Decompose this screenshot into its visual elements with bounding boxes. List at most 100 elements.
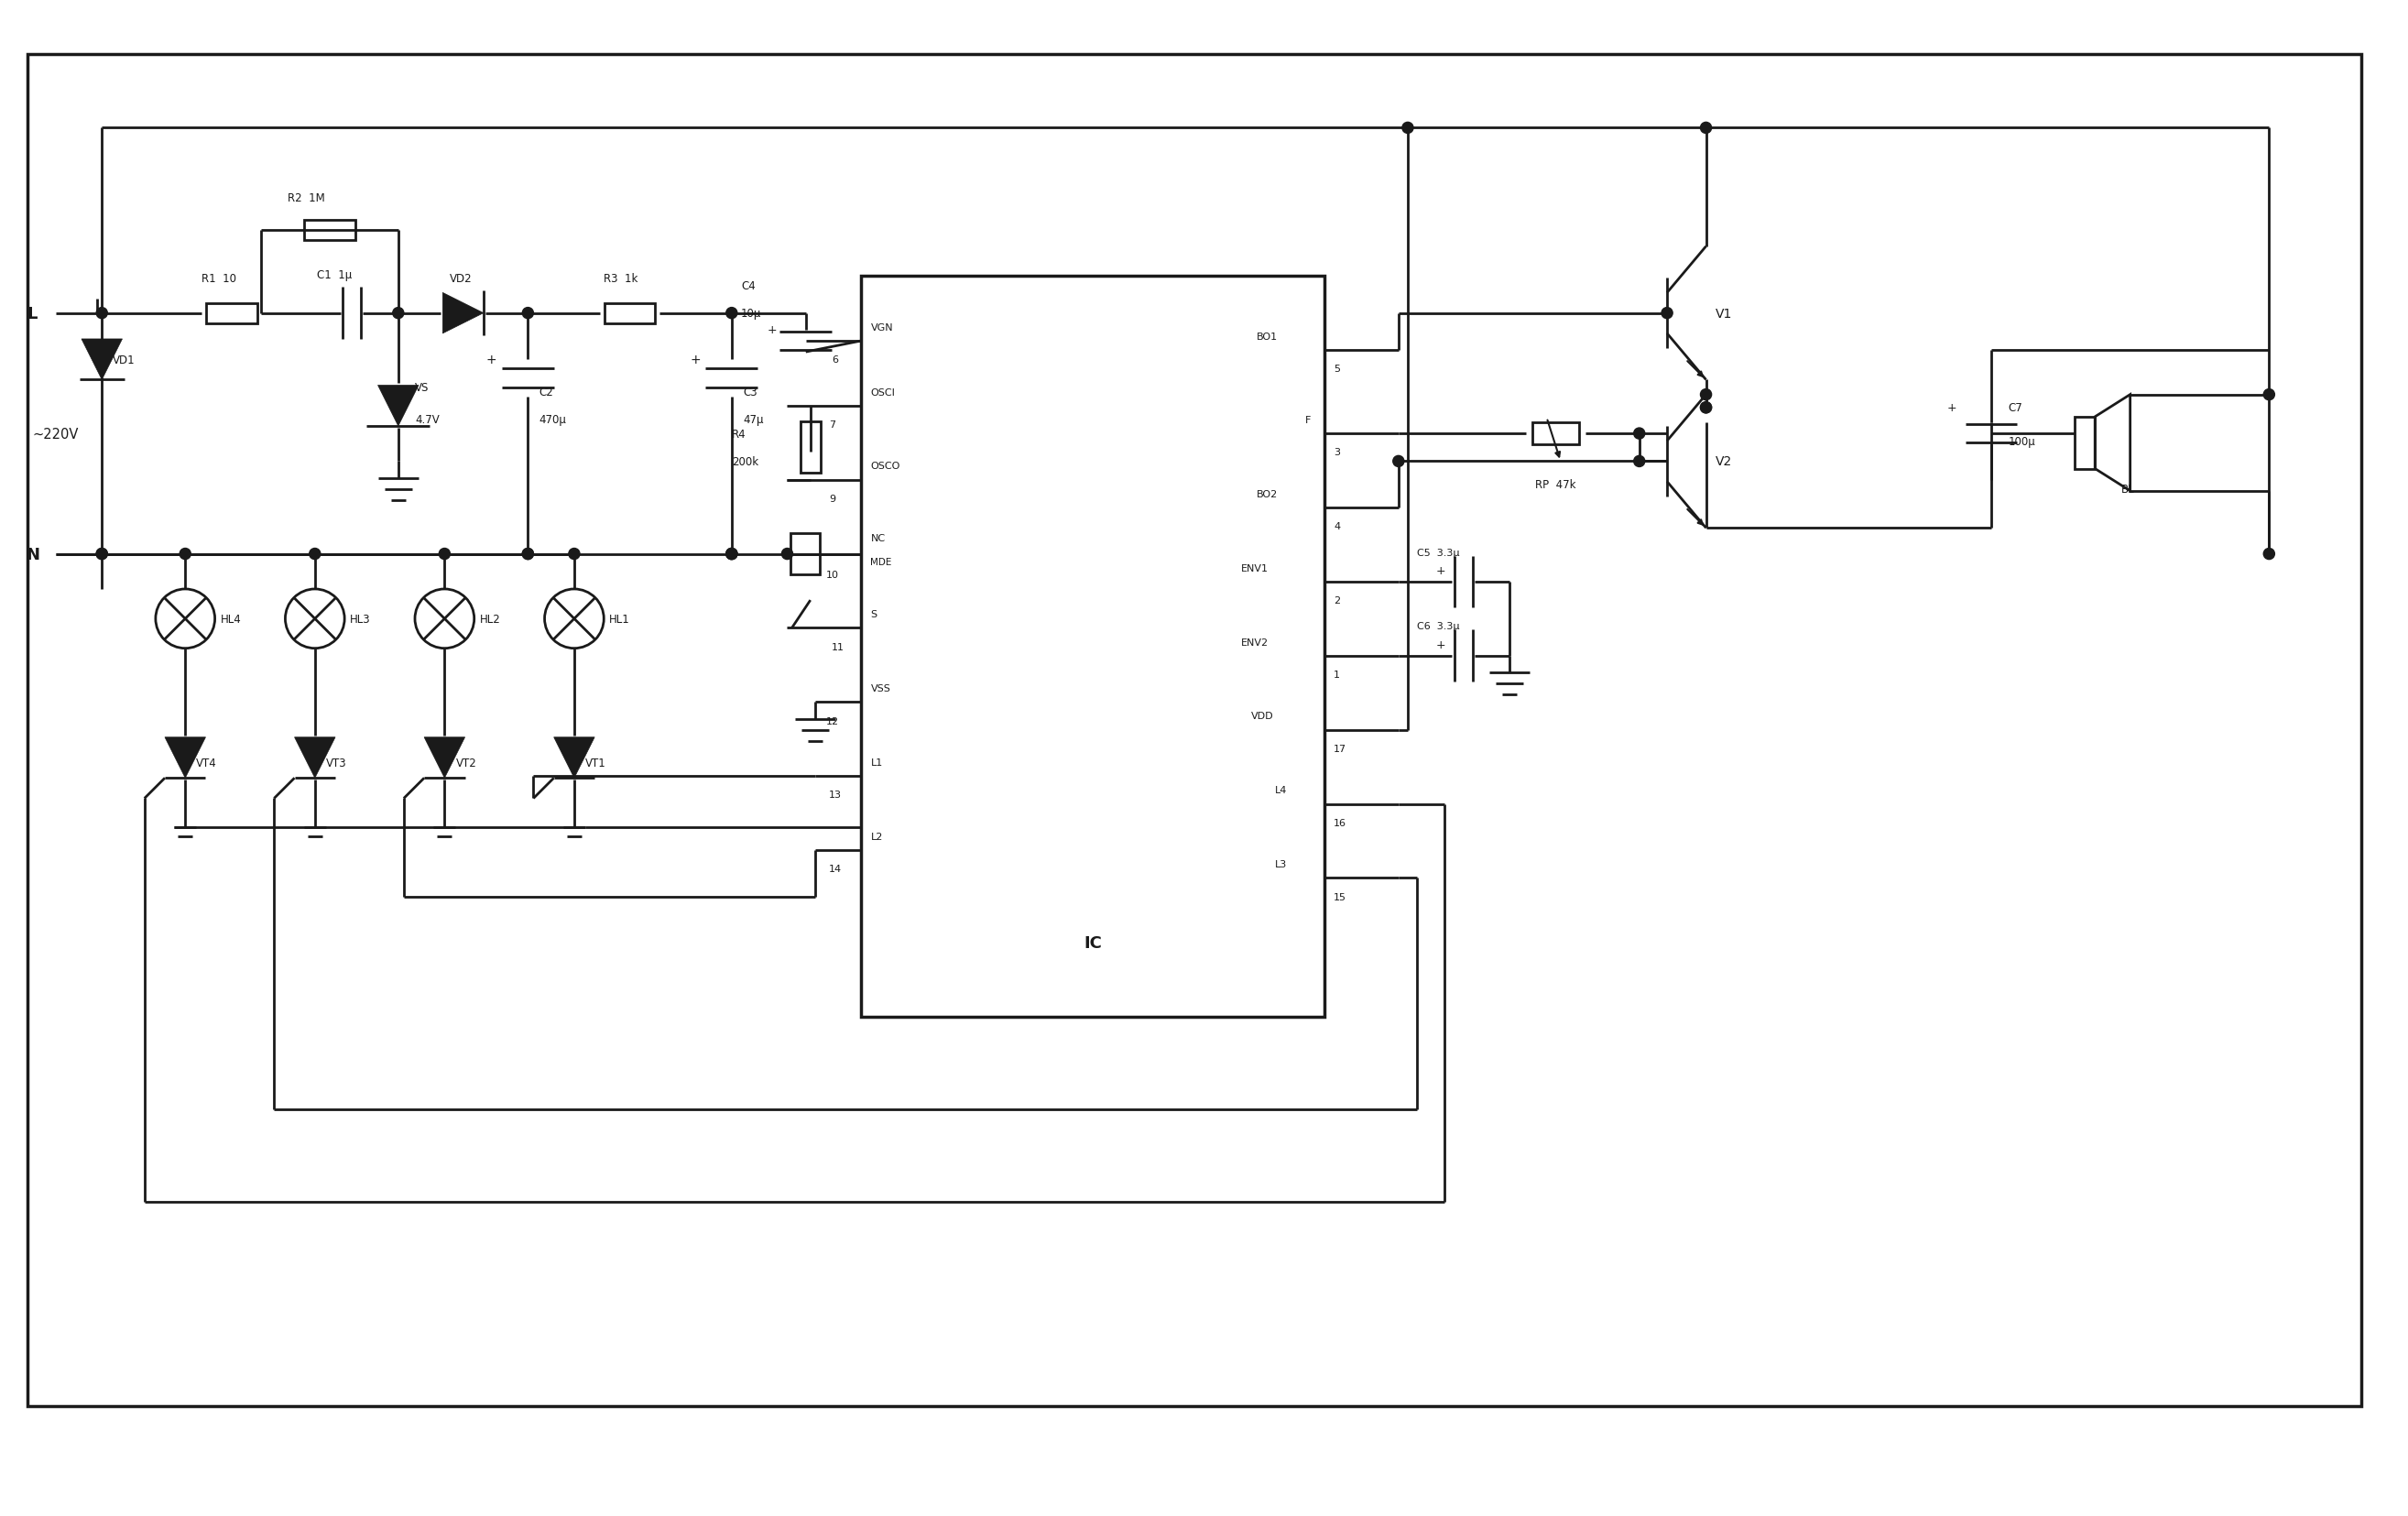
Text: ~220V: ~220V	[31, 428, 79, 441]
Circle shape	[1633, 456, 1645, 467]
Circle shape	[1633, 429, 1645, 440]
Polygon shape	[443, 293, 484, 334]
Text: 12: 12	[826, 717, 838, 726]
Bar	[862, 276, 1324, 1017]
Circle shape	[1662, 308, 1674, 320]
Text: VSS: VSS	[872, 684, 891, 693]
Text: C7: C7	[2008, 402, 2023, 414]
Text: L1: L1	[872, 758, 884, 767]
Circle shape	[96, 308, 108, 320]
Text: C2: C2	[539, 387, 554, 399]
Circle shape	[1401, 123, 1413, 133]
Text: VD1: VD1	[113, 355, 135, 365]
Text: C5  3.3μ: C5 3.3μ	[1416, 547, 1459, 556]
Text: L4: L4	[1276, 785, 1288, 794]
Circle shape	[727, 549, 737, 559]
Text: 4.7V: 4.7V	[414, 414, 438, 426]
Text: 470μ: 470μ	[539, 414, 566, 426]
Circle shape	[1700, 123, 1712, 133]
Bar	[604, 303, 655, 324]
Circle shape	[568, 549, 580, 559]
Polygon shape	[82, 340, 123, 381]
Circle shape	[1700, 403, 1712, 414]
Polygon shape	[424, 738, 465, 778]
Text: 10: 10	[826, 570, 838, 579]
Text: 3: 3	[1334, 447, 1341, 458]
Text: RP  47k: RP 47k	[1536, 479, 1577, 491]
Circle shape	[727, 308, 737, 320]
Text: IC: IC	[1084, 935, 1103, 952]
Text: 11: 11	[831, 643, 845, 652]
Circle shape	[308, 549, 320, 559]
Text: 200k: 200k	[732, 456, 759, 468]
Text: V2: V2	[1714, 455, 1731, 468]
Text: L3: L3	[1276, 860, 1288, 869]
Text: NC: NC	[872, 534, 886, 543]
Bar	[799, 423, 821, 473]
Text: C3: C3	[742, 387, 756, 399]
Text: 15: 15	[1334, 893, 1346, 902]
Circle shape	[96, 549, 108, 559]
Text: 14: 14	[828, 864, 843, 873]
Bar	[1534, 423, 1580, 446]
Text: +: +	[1435, 565, 1445, 578]
Text: F: F	[1305, 415, 1310, 424]
Text: +: +	[1946, 402, 1958, 414]
Circle shape	[783, 549, 792, 559]
Text: 4: 4	[1334, 522, 1341, 531]
Bar	[303, 220, 356, 241]
Circle shape	[438, 549, 450, 559]
Text: VT4: VT4	[197, 756, 217, 769]
Text: ENV1: ENV1	[1243, 564, 1269, 573]
Text: 17: 17	[1334, 744, 1346, 753]
Circle shape	[727, 549, 737, 559]
Text: 6: 6	[831, 355, 838, 364]
Text: C6  3.3μ: C6 3.3μ	[1416, 622, 1459, 631]
Text: R1  10: R1 10	[202, 273, 236, 285]
Circle shape	[1700, 403, 1712, 414]
Text: 10μ: 10μ	[742, 308, 761, 320]
Circle shape	[2264, 549, 2276, 559]
Text: 100μ: 100μ	[2008, 435, 2035, 447]
Circle shape	[1700, 390, 1712, 400]
Text: OSCO: OSCO	[872, 462, 901, 471]
Polygon shape	[378, 387, 419, 426]
Text: 9: 9	[828, 494, 836, 503]
Text: C4: C4	[742, 280, 756, 293]
Bar	[2076, 417, 2095, 468]
Text: BO1: BO1	[1257, 332, 1279, 341]
Text: 1: 1	[1334, 670, 1341, 679]
Text: L: L	[26, 305, 39, 321]
Text: +: +	[1435, 640, 1445, 650]
Text: R2  1M: R2 1M	[289, 193, 325, 205]
Text: HL4: HL4	[222, 612, 241, 625]
Circle shape	[96, 549, 108, 559]
Text: HL2: HL2	[479, 612, 501, 625]
Text: 2: 2	[1334, 596, 1341, 605]
Text: VDD: VDD	[1250, 713, 1274, 722]
Text: VT3: VT3	[325, 756, 347, 769]
Text: N: N	[26, 546, 39, 562]
Circle shape	[393, 308, 405, 320]
Bar	[207, 303, 258, 324]
Text: S: S	[872, 609, 877, 619]
Text: L2: L2	[872, 832, 884, 841]
Text: HL3: HL3	[349, 612, 371, 625]
Polygon shape	[554, 738, 595, 778]
Text: BL: BL	[2121, 484, 2133, 496]
Circle shape	[523, 308, 535, 320]
Circle shape	[523, 549, 535, 559]
Text: +: +	[486, 353, 496, 367]
Text: V1: V1	[1714, 308, 1731, 320]
Text: OSCI: OSCI	[872, 388, 896, 397]
Text: 13: 13	[828, 790, 843, 799]
Circle shape	[523, 549, 535, 559]
Text: BO2: BO2	[1257, 490, 1279, 499]
Text: 47μ: 47μ	[742, 414, 763, 426]
Text: MDE: MDE	[872, 558, 891, 567]
Text: 5: 5	[1334, 365, 1341, 374]
Text: 7: 7	[828, 420, 836, 429]
Text: +: +	[691, 353, 701, 367]
Text: VT2: VT2	[455, 756, 477, 769]
Polygon shape	[294, 738, 335, 778]
